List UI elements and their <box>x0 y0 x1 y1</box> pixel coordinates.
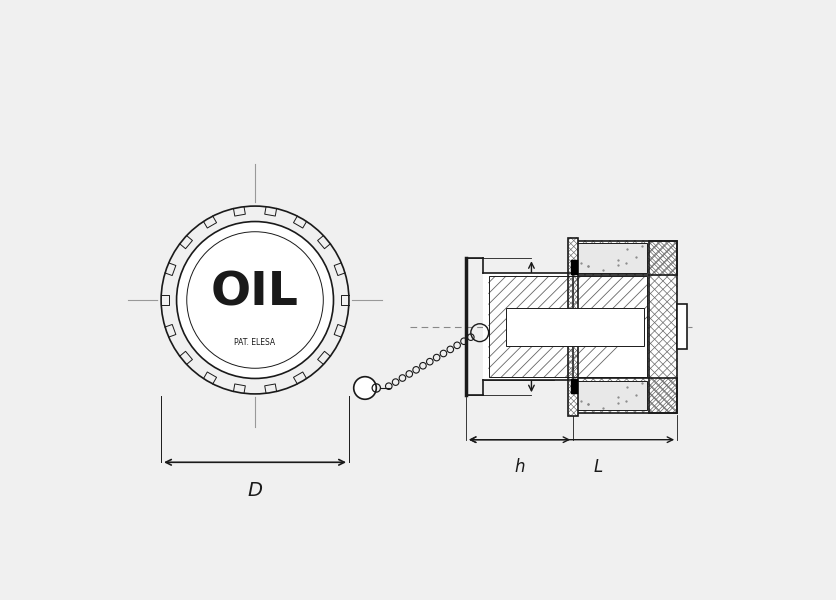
Point <box>635 241 648 250</box>
Bar <box>573 379 676 413</box>
Point <box>595 403 609 413</box>
Circle shape <box>354 377 376 399</box>
Text: D: D <box>247 481 263 500</box>
Point <box>611 398 624 408</box>
Point <box>619 244 633 254</box>
Bar <box>676 304 686 349</box>
Bar <box>568 238 577 416</box>
Text: h: h <box>513 458 524 476</box>
Point <box>611 260 624 270</box>
Bar <box>506 308 644 346</box>
Point <box>629 253 642 262</box>
Bar <box>570 260 578 275</box>
Point <box>611 255 624 265</box>
Text: d₂: d₂ <box>532 338 546 352</box>
Bar <box>573 241 676 275</box>
Bar <box>570 379 578 394</box>
Text: d₄: d₄ <box>494 320 508 334</box>
Point <box>580 262 594 271</box>
Point <box>618 259 631 268</box>
Bar <box>488 277 646 377</box>
Bar <box>482 273 573 380</box>
Circle shape <box>176 221 333 379</box>
Point <box>573 258 587 268</box>
Bar <box>573 379 676 413</box>
Point <box>580 399 594 409</box>
Point <box>595 266 609 275</box>
Bar <box>574 381 646 410</box>
Point <box>580 399 594 409</box>
Bar <box>568 238 577 416</box>
Point <box>618 396 631 406</box>
Bar <box>488 277 646 377</box>
Point <box>619 382 633 392</box>
Bar <box>648 241 676 413</box>
Point <box>573 396 587 406</box>
Text: OIL: OIL <box>211 271 298 316</box>
Point <box>629 390 642 400</box>
Bar <box>648 241 676 413</box>
Point <box>611 392 624 402</box>
Text: PAT. ELESA: PAT. ELESA <box>234 338 275 347</box>
Circle shape <box>158 203 351 397</box>
Bar <box>574 243 646 273</box>
Point <box>580 262 594 271</box>
Bar <box>573 241 676 275</box>
Point <box>635 379 648 388</box>
Text: L: L <box>593 458 602 476</box>
